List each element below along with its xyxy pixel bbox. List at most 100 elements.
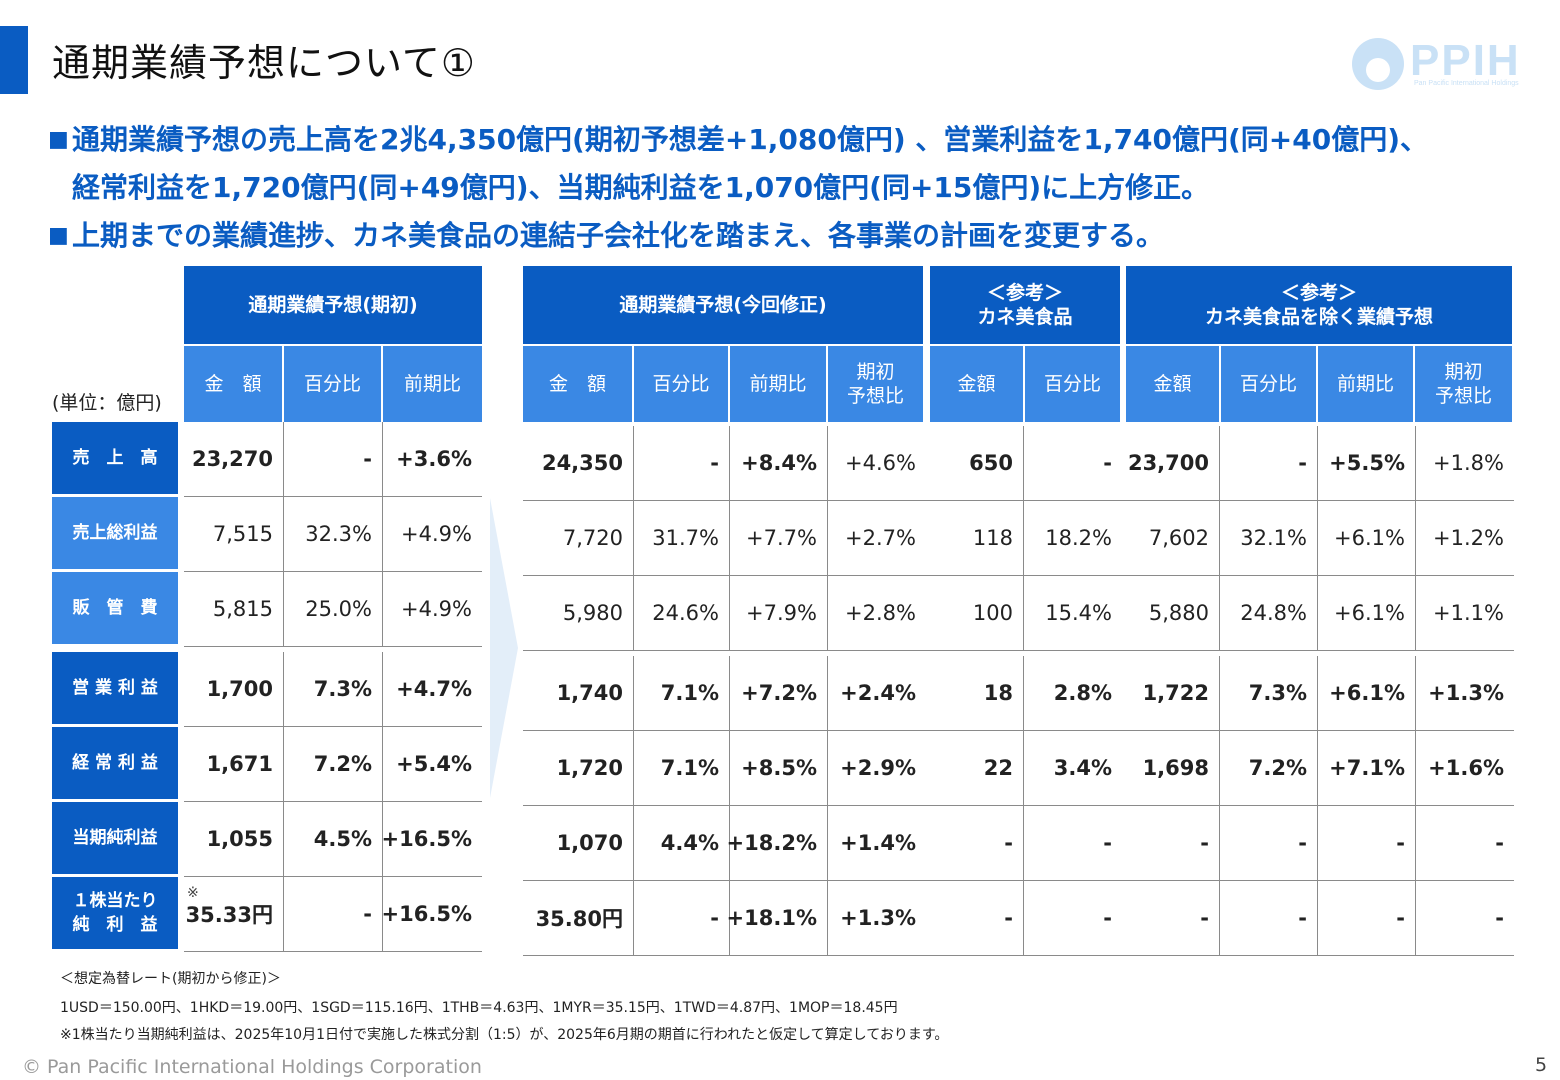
- table-cell-revised: +8.4%: [730, 426, 828, 501]
- table-cell-excl: -: [1122, 806, 1220, 881]
- table-cell-initial: 5,815: [184, 572, 284, 647]
- fx-rate-list: 1USD＝150.00円、1HKD＝19.00円、1SGD＝115.16円、1T…: [60, 1000, 898, 1016]
- table-cell-initial: 1,700: [184, 652, 284, 727]
- table-cell-kanemi: 2.8%: [1024, 656, 1122, 731]
- table-cell-initial: 23,270: [184, 422, 284, 497]
- row-label: 当期純利益: [52, 802, 178, 874]
- table-cell-excl: -: [1416, 881, 1514, 956]
- subheader-revised-1: 百分比: [634, 346, 730, 422]
- table-cell-initial: 7.3%: [284, 652, 383, 727]
- table-cell-revised: 7.1%: [634, 656, 730, 731]
- table-cell-excl: +5.5%: [1318, 426, 1416, 501]
- page-title: 通期業績予想について①: [52, 41, 476, 85]
- table-cell-initial: +16.5%: [382, 802, 482, 877]
- row-label: １株当たり純 利 益: [52, 877, 178, 949]
- table-cell-kanemi: 18.2%: [1024, 501, 1122, 576]
- table-cell-initial: +16.5%: [382, 877, 482, 952]
- bullet-item: ■ 通期業績予想の売上高を2兆4,350億円(期初予想差+1,080億円) 、営…: [48, 116, 1538, 164]
- table-cell-revised: 1,720: [523, 731, 634, 806]
- table-cell-kanemi: 650: [926, 426, 1024, 501]
- table-cell-revised: 24,350: [523, 426, 634, 501]
- table-cell-revised: 4.4%: [634, 806, 730, 881]
- table-cell-excl: 7.2%: [1220, 731, 1318, 806]
- table-cell-initial: -: [284, 877, 383, 952]
- subheader-kanemi-0: 金額: [930, 346, 1025, 422]
- table-cell-revised: -: [634, 426, 730, 501]
- subheader-revised-3: 期初 予想比: [828, 346, 923, 422]
- row-label: 経 常 利 益: [52, 727, 178, 799]
- table-cell-initial: +4.9%: [383, 572, 482, 647]
- table-cell-revised: +2.9%: [828, 731, 926, 806]
- table-cell-revised: +1.3%: [828, 881, 926, 956]
- row-label: 販 管 費: [52, 572, 178, 644]
- table-cell-excl: 7,602: [1122, 501, 1220, 576]
- table-cell-excl: -: [1220, 426, 1318, 501]
- table-cell-excl: +1.8%: [1416, 426, 1514, 501]
- table-cell-excl: -: [1416, 806, 1514, 881]
- subheader-revised-0: 金 額: [523, 346, 634, 422]
- title-accent-bar: [0, 26, 28, 94]
- table-cell-initial: 4.5%: [284, 802, 383, 877]
- subheader-revised-2: 前期比: [730, 346, 828, 422]
- unit-label: (単位：億円): [52, 392, 162, 414]
- table-cell-initial: 1,671: [184, 727, 284, 802]
- table-cell-initial: 1,055: [184, 802, 284, 877]
- table-cell-initial: +5.4%: [383, 727, 482, 802]
- group-header-excl-kanemi: ＜参考＞ カネ美食品を除く業績予想: [1126, 266, 1512, 344]
- table-cell-kanemi: 100: [926, 576, 1024, 651]
- table-cell-initial: 7.2%: [284, 727, 383, 802]
- bullet-item: ■ 上期までの業績進捗、カネ美食品の連結子会社化を踏まえ、各事業の計画を変更する…: [48, 212, 1538, 260]
- table-cell-excl: -: [1122, 881, 1220, 956]
- table-cell-kanemi: 3.4%: [1024, 731, 1122, 806]
- table-cell-revised: +2.7%: [828, 501, 926, 576]
- table-cell-initial: 35.33円: [184, 877, 284, 952]
- ppih-logo: PPIH Pan Pacific International Holdings: [1352, 36, 1528, 94]
- table-cell-kanemi: 22: [926, 731, 1024, 806]
- bullet-text: 通期業績予想の売上高を2兆4,350億円(期初予想差+1,080億円) 、営業利…: [72, 123, 1429, 156]
- table-cell-kanemi: -: [926, 806, 1024, 881]
- table-cell-initial: 25.0%: [284, 572, 383, 647]
- arrow-right-icon: [490, 498, 518, 798]
- subheader-excl-3: 期初 予想比: [1415, 346, 1512, 422]
- bullet-text-continued: 経常利益を1,720億円(同+49億円)、当期純利益を1,070億円(同+15億…: [72, 171, 1210, 204]
- summary-bullets: ■ 通期業績予想の売上高を2兆4,350億円(期初予想差+1,080億円) 、営…: [48, 116, 1538, 260]
- table-cell-revised: 5,980: [523, 576, 634, 651]
- table-cell-excl: +1.3%: [1416, 656, 1514, 731]
- table-cell-initial: +4.7%: [383, 652, 482, 727]
- table-cell-excl: 1,698: [1122, 731, 1220, 806]
- table-cell-revised: +4.6%: [828, 426, 926, 501]
- logo-subtext: Pan Pacific International Holdings: [1414, 80, 1519, 87]
- fx-rate-heading: ＜想定為替レート(期初から修正)＞: [60, 971, 281, 987]
- group-header-initial: 通期業績予想(期初): [184, 266, 482, 344]
- table-cell-revised: +18.1%: [727, 881, 828, 956]
- table-cell-kanemi: -: [1024, 806, 1122, 881]
- table-cell-initial: 32.3%: [284, 497, 383, 572]
- table-cell-excl: 24.8%: [1220, 576, 1318, 651]
- subheader-excl-0: 金額: [1126, 346, 1221, 422]
- table-cell-revised: +2.8%: [828, 576, 926, 651]
- table-cell-excl: +1.6%: [1416, 731, 1514, 806]
- table-cell-kanemi: -: [926, 881, 1024, 956]
- subheader-excl-1: 百分比: [1221, 346, 1318, 422]
- table-cell-initial: +4.9%: [383, 497, 482, 572]
- table-cell-initial: +3.6%: [383, 422, 482, 497]
- table-cell-excl: 23,700: [1122, 426, 1220, 501]
- table-cell-excl: -: [1220, 806, 1318, 881]
- footnote-mark: ※: [187, 885, 199, 901]
- table-cell-excl: +6.1%: [1318, 656, 1416, 731]
- table-cell-excl: 32.1%: [1220, 501, 1318, 576]
- table-cell-revised: +18.2%: [727, 806, 828, 881]
- table-cell-excl: -: [1318, 881, 1416, 956]
- subheader-initial-1: 百分比: [284, 346, 383, 422]
- row-label: 営 業 利 益: [52, 652, 178, 724]
- table-cell-excl: 5,880: [1122, 576, 1220, 651]
- table-cell-excl: +7.1%: [1318, 731, 1416, 806]
- subheader-excl-2: 前期比: [1318, 346, 1415, 422]
- table-cell-excl: 7.3%: [1220, 656, 1318, 731]
- table-cell-kanemi: 18: [926, 656, 1024, 731]
- logo-mark-icon: [1352, 38, 1404, 90]
- table-cell-excl: -: [1220, 881, 1318, 956]
- table-cell-kanemi: -: [1024, 426, 1122, 501]
- logo-text: PPIH: [1410, 36, 1521, 85]
- table-cell-revised: 24.6%: [634, 576, 730, 651]
